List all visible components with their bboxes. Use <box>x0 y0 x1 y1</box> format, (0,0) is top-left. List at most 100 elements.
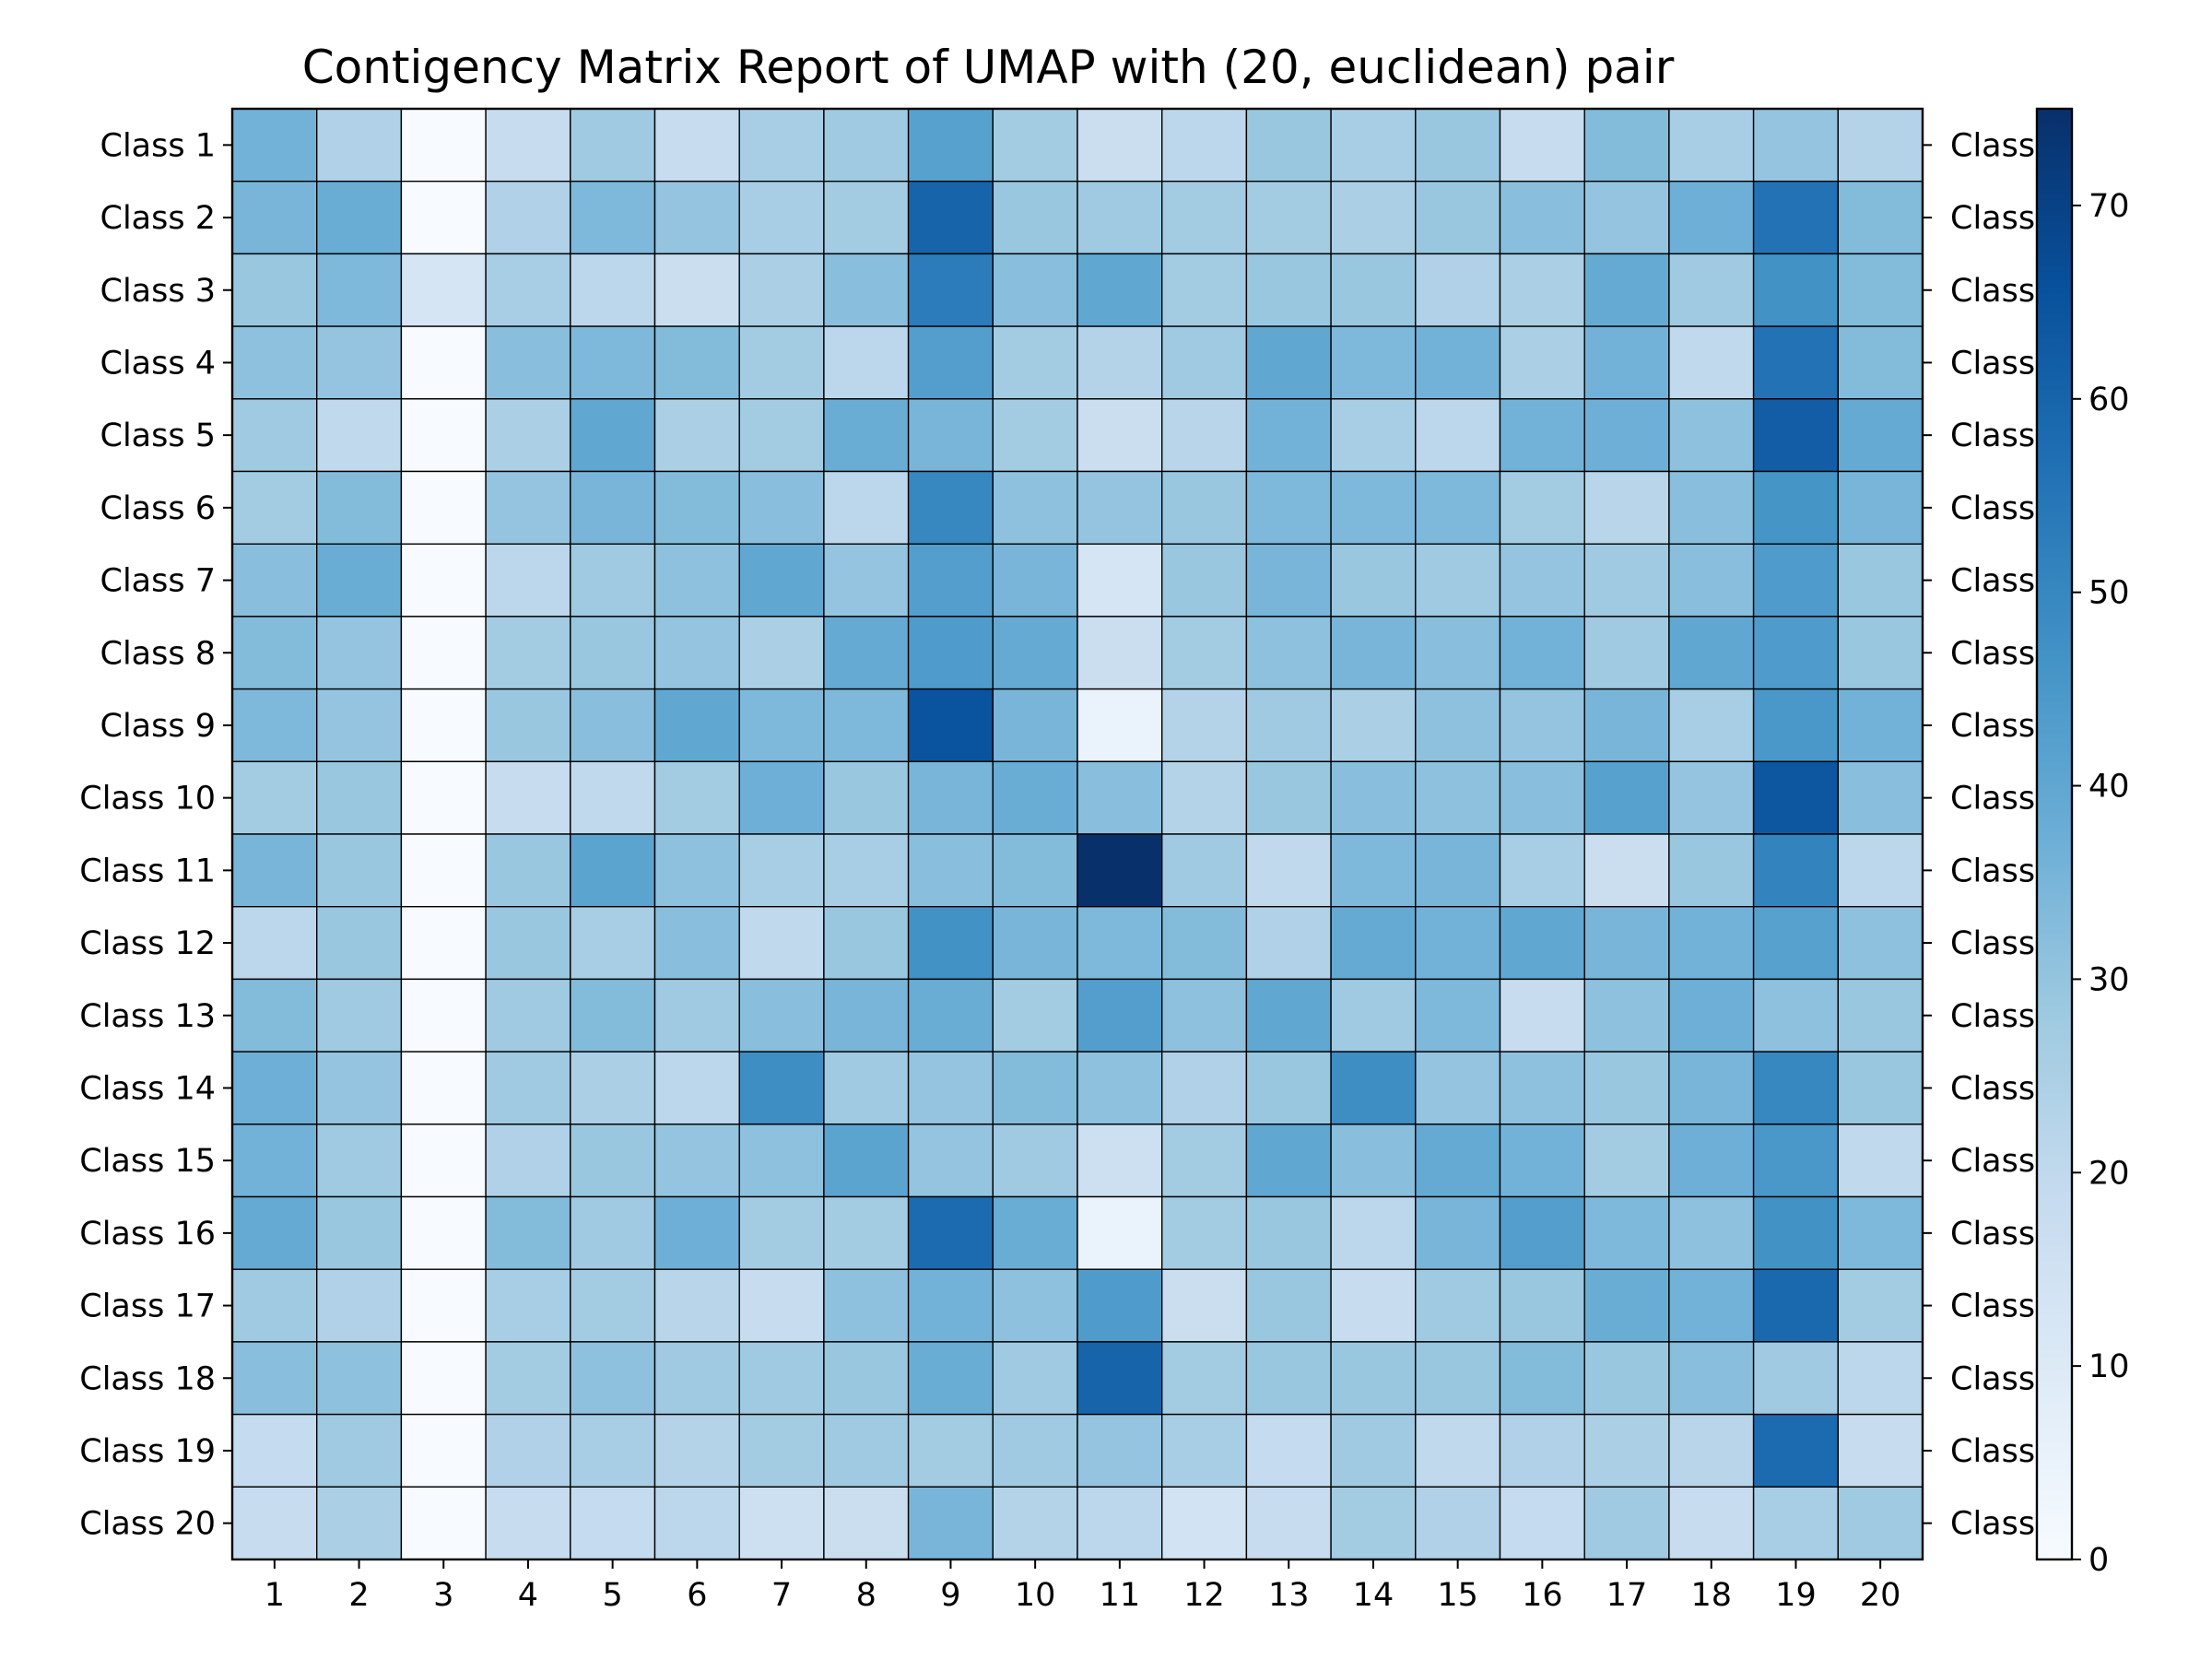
heatmap-cell <box>1837 833 1924 908</box>
heatmap-cell <box>1499 978 1585 1053</box>
heatmap-cell <box>485 398 571 473</box>
heatmap-cell <box>1583 108 1670 182</box>
heatmap-cell <box>1415 543 1501 618</box>
heatmap-cell <box>1160 616 1248 690</box>
heatmap-cell <box>1077 1051 1163 1125</box>
heatmap-cell <box>738 108 825 182</box>
heatmap-cell <box>1583 978 1670 1053</box>
heatmap-cell <box>1415 470 1501 545</box>
heatmap-cell <box>738 325 825 400</box>
heatmap-cell <box>1499 1268 1585 1343</box>
heatmap-cell <box>1160 1341 1248 1416</box>
heatmap-cell <box>1160 325 1248 400</box>
heatmap-cell <box>1752 1124 1839 1198</box>
heatmap-cell <box>1415 1268 1501 1343</box>
heatmap-cell <box>1583 1051 1670 1125</box>
heatmap-cell <box>1837 180 1924 255</box>
heatmap-cell <box>1583 398 1670 473</box>
heatmap-cell <box>231 1195 318 1270</box>
heatmap-cell <box>823 325 910 400</box>
heatmap-cell <box>653 180 740 255</box>
right-row-label: Class <box>1950 853 2035 889</box>
heatmap-cell <box>738 1124 825 1198</box>
heatmap-cell <box>231 978 318 1053</box>
heatmap-cell <box>1583 253 1670 327</box>
heatmap-cell <box>1330 180 1417 255</box>
heatmap-cell <box>1752 1195 1839 1270</box>
row-label: Class 20 <box>79 1506 216 1543</box>
heatmap-cell <box>1668 108 1755 182</box>
heatmap-cell <box>1583 1124 1670 1198</box>
heatmap-cell <box>907 760 994 835</box>
heatmap-cell <box>570 180 656 255</box>
heatmap-cell <box>823 1486 910 1560</box>
heatmap-cell <box>231 1124 318 1198</box>
heatmap-cell <box>992 180 1078 255</box>
heatmap-cell <box>1837 760 1924 835</box>
heatmap-cell <box>231 906 318 981</box>
heatmap-cell <box>1752 470 1839 545</box>
heatmap-cell <box>823 1195 910 1270</box>
heatmap-cell <box>400 906 487 981</box>
heatmap-cell <box>570 1051 656 1125</box>
heatmap-cell <box>1160 398 1248 473</box>
column-label: 6 <box>687 1577 707 1614</box>
heatmap-cell <box>653 616 740 690</box>
heatmap-cell <box>907 688 994 762</box>
heatmap-cell <box>1330 543 1417 618</box>
heatmap-cell <box>1752 688 1839 762</box>
heatmap-cell <box>907 543 994 618</box>
heatmap-cell <box>907 253 994 327</box>
right-row-label: Class <box>1950 418 2035 454</box>
heatmap-cell <box>907 470 994 545</box>
heatmap-cell <box>738 978 825 1053</box>
heatmap-cell <box>485 1124 571 1198</box>
heatmap-cell <box>231 1341 318 1416</box>
heatmap-cell <box>1245 543 1332 618</box>
heatmap-cell <box>570 978 656 1053</box>
heatmap-cell <box>1752 906 1839 981</box>
heatmap-cell <box>823 108 910 182</box>
heatmap-cell <box>1752 108 1839 182</box>
heatmap-cell <box>1330 253 1417 327</box>
heatmap-cell <box>1160 543 1248 618</box>
heatmap-cell <box>1245 1341 1332 1416</box>
heatmap-cell <box>1668 1268 1755 1343</box>
heatmap-cell <box>485 688 571 762</box>
heatmap-cell <box>907 108 994 182</box>
heatmap-cell <box>1160 978 1248 1053</box>
heatmap-cell <box>738 833 825 908</box>
heatmap-cell <box>231 1486 318 1560</box>
right-row-label: Class <box>1950 345 2035 382</box>
heatmap-cell <box>1330 906 1417 981</box>
right-row-label: Class <box>1950 1143 2035 1180</box>
heatmap-cell <box>570 616 656 690</box>
heatmap-cell <box>1415 1051 1501 1125</box>
heatmap-cell <box>1415 1124 1501 1198</box>
column-label: 10 <box>1015 1577 1056 1614</box>
heatmap-cell <box>1583 760 1670 835</box>
heatmap-cell <box>1583 470 1670 545</box>
heatmap-cell <box>1077 108 1163 182</box>
heatmap-cell <box>1415 688 1501 762</box>
row-label: Class 2 <box>100 200 216 237</box>
heatmap-cell <box>1330 1051 1417 1125</box>
right-row-label: Class <box>1950 1506 2035 1543</box>
column-label: 2 <box>348 1577 369 1614</box>
heatmap-cell <box>485 760 571 835</box>
right-row-label: Class <box>1950 1433 2035 1470</box>
heatmap-cell <box>653 1195 740 1270</box>
heatmap-cell <box>485 1051 571 1125</box>
heatmap-cell <box>1330 1124 1417 1198</box>
heatmap-cell <box>316 978 403 1053</box>
heatmap-cell <box>992 1195 1078 1270</box>
heatmap-cell <box>1245 1195 1332 1270</box>
colorbar-tick-label: 20 <box>2088 1155 2130 1192</box>
heatmap-cell <box>1752 398 1839 473</box>
heatmap-cell <box>1837 253 1924 327</box>
heatmap-cell <box>231 398 318 473</box>
row-labels: Class 1 Class 2 Class 3 Class 4 Class 5 Class… <box>79 127 232 1543</box>
heatmap-cell <box>1583 906 1670 981</box>
heatmap-cell <box>1583 543 1670 618</box>
heatmap-cell <box>1837 543 1924 618</box>
